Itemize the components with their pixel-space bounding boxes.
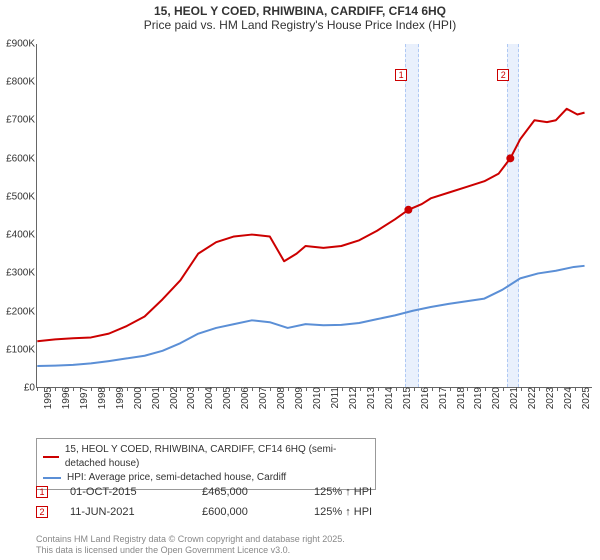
y-tick-label: £400K [6,230,37,241]
x-tick-label: 2010 [306,387,323,409]
transaction-price: £465,000 [202,486,292,498]
callout-marker: 1 [395,69,407,81]
transaction-row: 1 01-OCT-2015 £465,000 125% ↑ HPI [36,482,372,502]
x-tick-label: 2009 [288,387,305,409]
chart-area: £0£100K£200K£300K£400K£500K£600K£700K£80… [36,44,592,412]
footer-attribution: Contains HM Land Registry data © Crown c… [36,534,345,556]
legend-swatch [43,456,59,458]
y-tick-label: £800K [6,77,37,88]
transaction-table: 1 01-OCT-2015 £465,000 125% ↑ HPI 2 11-JUN-20… [36,482,372,522]
x-tick-label: 2023 [539,387,556,409]
transaction-hpi-pct: 125% ↑ HPI [314,486,372,498]
x-tick-label: 2014 [378,387,395,409]
transaction-hpi-pct: 125% ↑ HPI [314,506,372,518]
line-canvas [37,44,592,387]
y-tick-label: £900K [6,39,37,50]
x-tick-label: 2024 [557,387,574,409]
footer-line-2: This data is licensed under the Open Gov… [36,545,345,556]
callout-marker: 2 [497,69,509,81]
x-tick-label: 1995 [37,387,54,409]
y-tick-label: £100K [6,344,37,355]
y-tick-label: £300K [6,268,37,279]
x-tick-label: 2018 [450,387,467,409]
y-tick-label: £700K [6,115,37,126]
transaction-point [506,154,514,162]
x-tick-label: 2007 [252,387,269,409]
x-tick-label: 2003 [180,387,197,409]
plot-region: £0£100K£200K£300K£400K£500K£600K£700K£80… [36,44,592,388]
title-block: 15, HEOL Y COED, RHIWBINA, CARDIFF, CF14… [0,0,600,34]
x-tick-label: 2019 [467,387,484,409]
x-tick-label: 1999 [109,387,126,409]
x-tick-label: 2011 [324,387,341,409]
y-tick-label: £0 [24,383,37,394]
x-tick-label: 1997 [73,387,90,409]
x-tick-label: 2025 [575,387,592,409]
x-tick-label: 2022 [521,387,538,409]
chart-container: 15, HEOL Y COED, RHIWBINA, CARDIFF, CF14… [0,0,600,560]
transaction-marker-box: 2 [36,506,48,518]
series-price-paid [37,109,584,341]
footer-line-1: Contains HM Land Registry data © Crown c… [36,534,345,545]
x-tick-label: 2016 [414,387,431,409]
x-tick-label: 2013 [360,387,377,409]
transaction-price: £600,000 [202,506,292,518]
x-tick-label: 2008 [270,387,287,409]
x-tick-label: 2012 [342,387,359,409]
title-line-1: 15, HEOL Y COED, RHIWBINA, CARDIFF, CF14… [0,4,600,18]
transaction-point [404,206,412,214]
y-tick-label: £500K [6,191,37,202]
x-tick-label: 1996 [55,387,72,409]
legend-label: 15, HEOL Y COED, RHIWBINA, CARDIFF, CF14… [65,443,369,471]
transaction-marker-box: 1 [36,486,48,498]
x-tick-label: 2002 [163,387,180,409]
legend-swatch [43,477,61,479]
series-hpi [37,266,584,366]
x-tick-label: 2001 [145,387,162,409]
legend-row: 15, HEOL Y COED, RHIWBINA, CARDIFF, CF14… [43,443,369,471]
y-tick-label: £200K [6,306,37,317]
x-tick-label: 2000 [127,387,144,409]
x-tick-label: 2015 [396,387,413,409]
title-line-2: Price paid vs. HM Land Registry's House … [0,18,600,32]
x-tick-label: 2006 [234,387,251,409]
x-tick-label: 2021 [503,387,520,409]
y-tick-label: £600K [6,153,37,164]
x-tick-label: 2004 [198,387,215,409]
x-tick-label: 1998 [91,387,108,409]
x-tick-label: 2017 [432,387,449,409]
transaction-date: 11-JUN-2021 [70,506,180,518]
transaction-date: 01-OCT-2015 [70,486,180,498]
transaction-row: 2 11-JUN-2021 £600,000 125% ↑ HPI [36,502,372,522]
x-tick-label: 2020 [485,387,502,409]
x-tick-label: 2005 [216,387,233,409]
